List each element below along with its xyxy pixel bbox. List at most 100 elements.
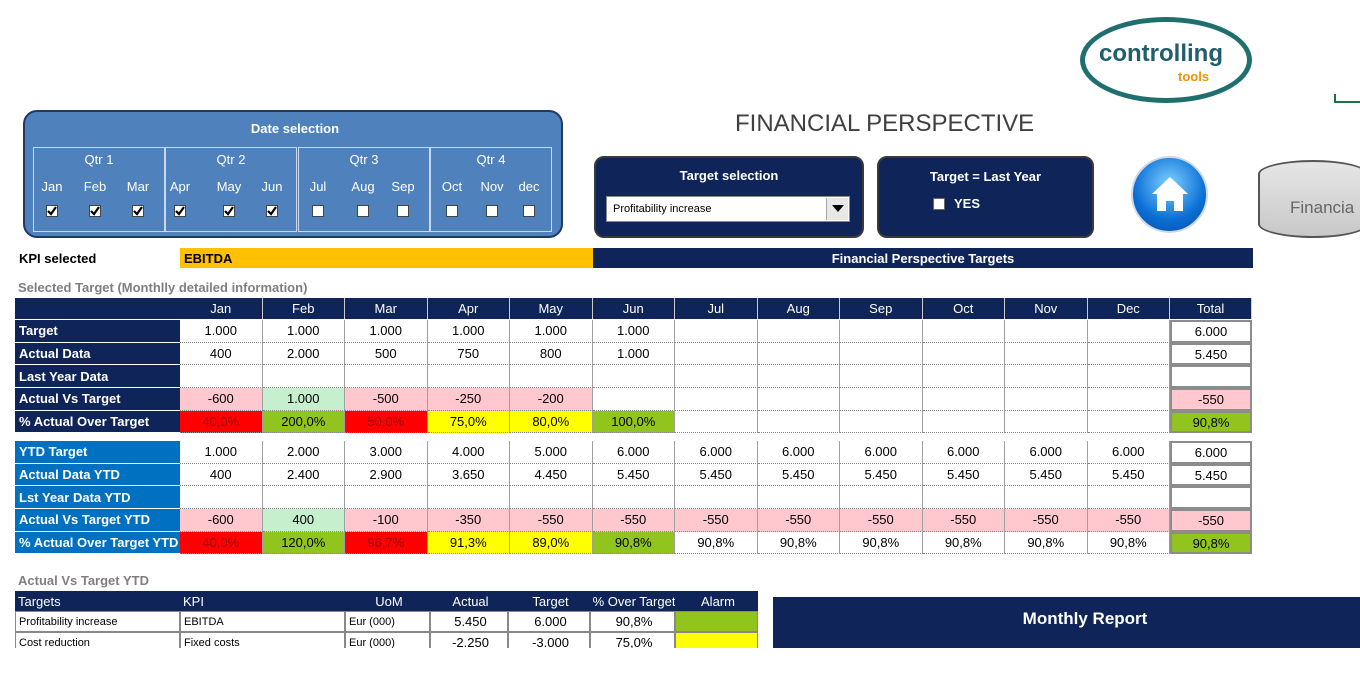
data-cell: -100 [345,509,428,532]
data-cell: -500 [345,388,428,411]
data-cell: 5.450 [592,463,675,487]
data-cell [262,486,345,510]
column-header: Total [1170,298,1252,319]
dropdown-arrow[interactable] [826,198,848,220]
target-selection-panel: Target selection Profitability increase [594,156,864,238]
nav-label: Financia [1290,198,1355,217]
total-cell: 5.450 [1170,463,1252,487]
alarm-cell [675,611,758,632]
target-dropdown[interactable]: Profitability increase [606,196,850,222]
data-cell: 1.000 [345,320,428,343]
data-cell: 1.000 [592,320,675,343]
row-label: Actual Vs Target [15,388,180,411]
month-checkbox[interactable] [89,205,101,217]
data-cell: 90,8% [1087,531,1170,555]
row-label: Actual Data [15,342,180,366]
data-cell [427,365,510,389]
month-checkbox[interactable] [486,205,498,217]
column-header: Targets [15,591,180,611]
data-cell: 90,8% [675,531,758,555]
data-cell [675,486,758,510]
data-cell [922,410,1005,434]
summary-cell: -2.250 [430,632,508,648]
check-mark [47,206,57,216]
total-cell [1170,365,1252,389]
home-button[interactable] [1131,156,1208,233]
data-cell [840,342,923,366]
data-cell: 100,0% [592,410,675,434]
month-checkbox[interactable] [132,205,144,217]
data-cell: -550 [1005,509,1088,532]
row-label: % Actual Over Target [15,410,180,434]
data-cell [675,388,758,411]
data-cell [180,486,263,510]
month-label: Jul [309,179,327,194]
data-cell [345,365,428,389]
logo: controlling tools [1080,17,1252,103]
month-checkbox[interactable] [223,205,235,217]
data-cell: -550 [675,509,758,532]
data-cell: 50,0% [345,410,428,434]
nav-button[interactable]: Financia [1258,160,1360,238]
column-header: Sep [840,298,923,319]
data-cell [840,486,923,510]
data-cell: 1.000 [510,320,593,343]
data-cell: 6.000 [922,441,1005,464]
data-cell: 5.450 [922,463,1005,487]
data-cell: 4.450 [510,463,593,487]
month-checkbox[interactable] [174,205,186,217]
total-cell: 6.000 [1170,320,1252,343]
month-label: May [216,179,242,194]
data-cell [592,388,675,411]
date-selection-panel: Date selection Qtr 1 Qtr 2 Qtr 3 Qtr 4 Jan Fe… [23,110,563,238]
month-checkbox[interactable] [312,205,324,217]
data-cell: 4.000 [427,441,510,464]
check-mark [90,206,100,216]
data-cell: -200 [510,388,593,411]
data-cell [427,486,510,510]
data-cell [922,342,1005,366]
month-checkbox[interactable] [397,205,409,217]
summary-cell: Eur (000) [345,611,430,632]
month-label: Nov [480,179,504,194]
kpi-value: EBITDA [180,248,593,268]
row-label: Last Year Data [15,365,180,389]
data-cell [180,365,263,389]
data-cell [262,365,345,389]
data-cell [592,365,675,389]
data-cell [922,486,1005,510]
month-checkbox[interactable] [266,205,278,217]
dashboard: controlling tools Date selection Qtr 1 Qt… [15,17,1360,648]
data-cell [757,342,840,366]
data-cell [1087,342,1170,366]
month-label: Mar [126,179,150,194]
data-cell [1005,320,1088,343]
total-cell: -550 [1170,509,1252,532]
summary-cell: -3.000 [508,632,590,648]
kpi-label: KPI selected [19,250,97,266]
month-label: Aug [351,179,375,194]
summary-cell: 75,0% [590,632,675,648]
row-label: % Actual Over Target YTD [15,531,180,555]
checkbox[interactable] [933,198,945,210]
data-cell [840,320,923,343]
panel-title: Date selection [250,121,340,136]
month-checkbox[interactable] [523,205,535,217]
month-checkbox[interactable] [46,205,58,217]
data-cell: 400 [262,509,345,532]
month-checkbox[interactable] [446,205,458,217]
column-header: May [510,298,593,319]
column-header: Actual [430,591,508,611]
summary-cell: Fixed costs [180,632,345,648]
row-label: Target [15,320,180,343]
data-cell [840,365,923,389]
month-checkbox[interactable] [357,205,369,217]
month-label: Apr [169,179,191,194]
data-cell [922,320,1005,343]
data-cell [1005,342,1088,366]
data-cell [922,388,1005,411]
data-cell [1087,388,1170,411]
data-cell: 6.000 [592,441,675,464]
data-cell [1087,410,1170,434]
data-cell: 89,0% [510,531,593,555]
